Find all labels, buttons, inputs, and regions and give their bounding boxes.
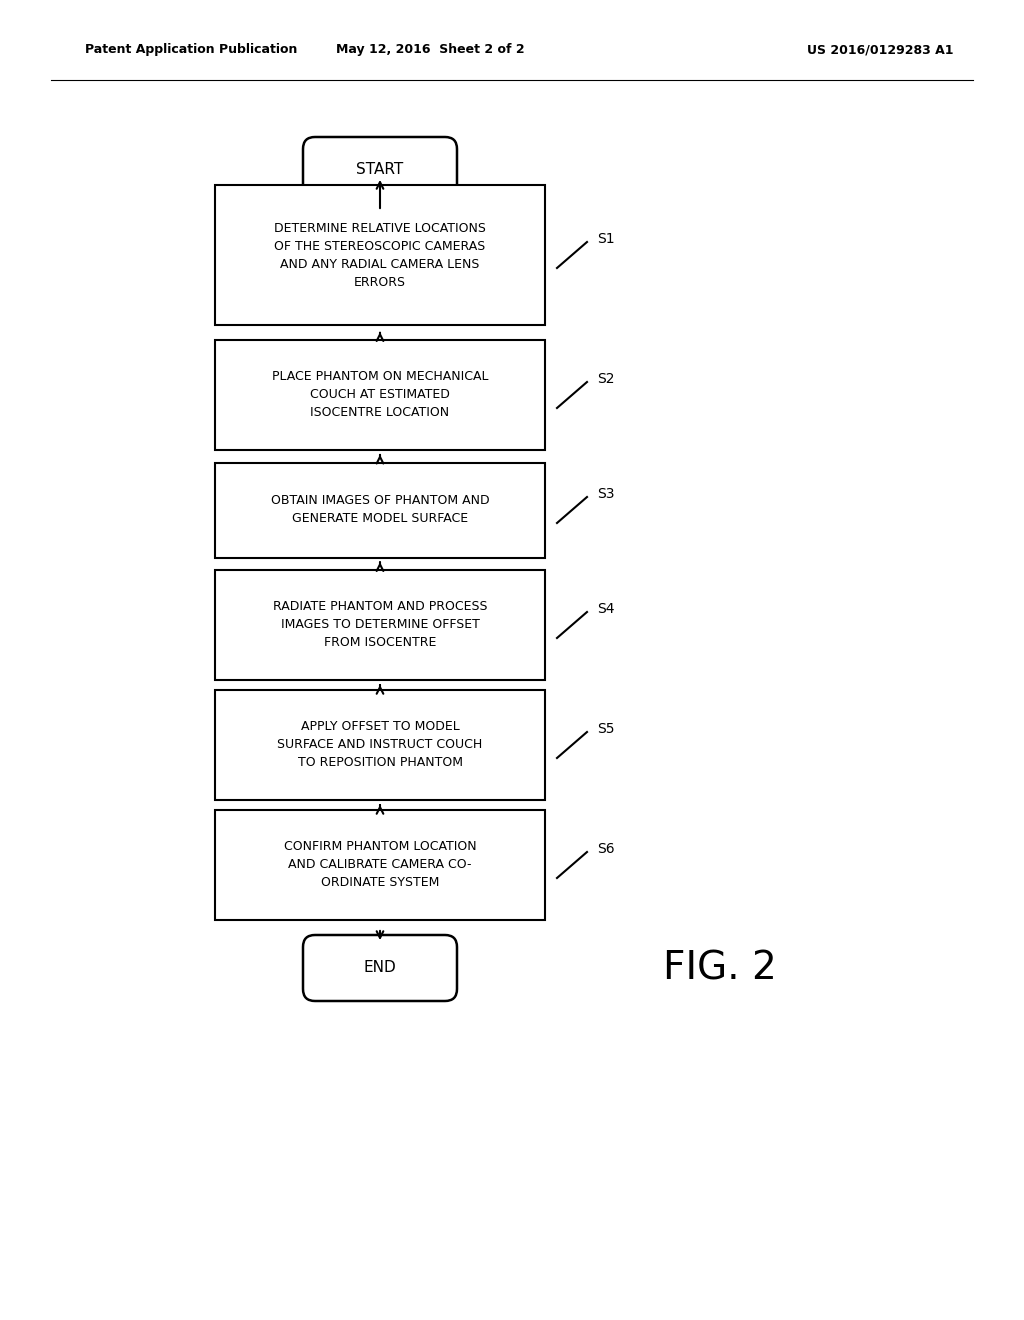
Text: Patent Application Publication: Patent Application Publication (85, 44, 297, 57)
Text: S2: S2 (597, 372, 614, 385)
Text: S5: S5 (597, 722, 614, 737)
Text: May 12, 2016  Sheet 2 of 2: May 12, 2016 Sheet 2 of 2 (336, 44, 524, 57)
Text: S1: S1 (597, 232, 614, 246)
Text: RADIATE PHANTOM AND PROCESS
IMAGES TO DETERMINE OFFSET
FROM ISOCENTRE: RADIATE PHANTOM AND PROCESS IMAGES TO DE… (272, 601, 487, 649)
FancyBboxPatch shape (303, 935, 457, 1001)
Text: FIG. 2: FIG. 2 (664, 949, 777, 987)
Text: END: END (364, 961, 396, 975)
Bar (215, 570, 545, 680)
Text: PLACE PHANTOM ON MECHANICAL
COUCH AT ESTIMATED
ISOCENTRE LOCATION: PLACE PHANTOM ON MECHANICAL COUCH AT EST… (271, 371, 488, 420)
Bar (215, 462, 545, 557)
Bar (215, 341, 545, 450)
Text: S3: S3 (597, 487, 614, 502)
Bar (215, 185, 545, 325)
Text: START: START (356, 162, 403, 177)
Text: S6: S6 (597, 842, 614, 855)
Text: DETERMINE RELATIVE LOCATIONS
OF THE STEREOSCOPIC CAMERAS
AND ANY RADIAL CAMERA L: DETERMINE RELATIVE LOCATIONS OF THE STER… (274, 222, 486, 289)
Text: OBTAIN IMAGES OF PHANTOM AND
GENERATE MODEL SURFACE: OBTAIN IMAGES OF PHANTOM AND GENERATE MO… (270, 495, 489, 525)
Text: APPLY OFFSET TO MODEL
SURFACE AND INSTRUCT COUCH
TO REPOSITION PHANTOM: APPLY OFFSET TO MODEL SURFACE AND INSTRU… (278, 721, 482, 770)
Bar (215, 690, 545, 800)
Text: US 2016/0129283 A1: US 2016/0129283 A1 (807, 44, 953, 57)
Bar (215, 810, 545, 920)
Text: S4: S4 (597, 602, 614, 616)
Text: CONFIRM PHANTOM LOCATION
AND CALIBRATE CAMERA CO-
ORDINATE SYSTEM: CONFIRM PHANTOM LOCATION AND CALIBRATE C… (284, 841, 476, 890)
FancyBboxPatch shape (303, 137, 457, 203)
